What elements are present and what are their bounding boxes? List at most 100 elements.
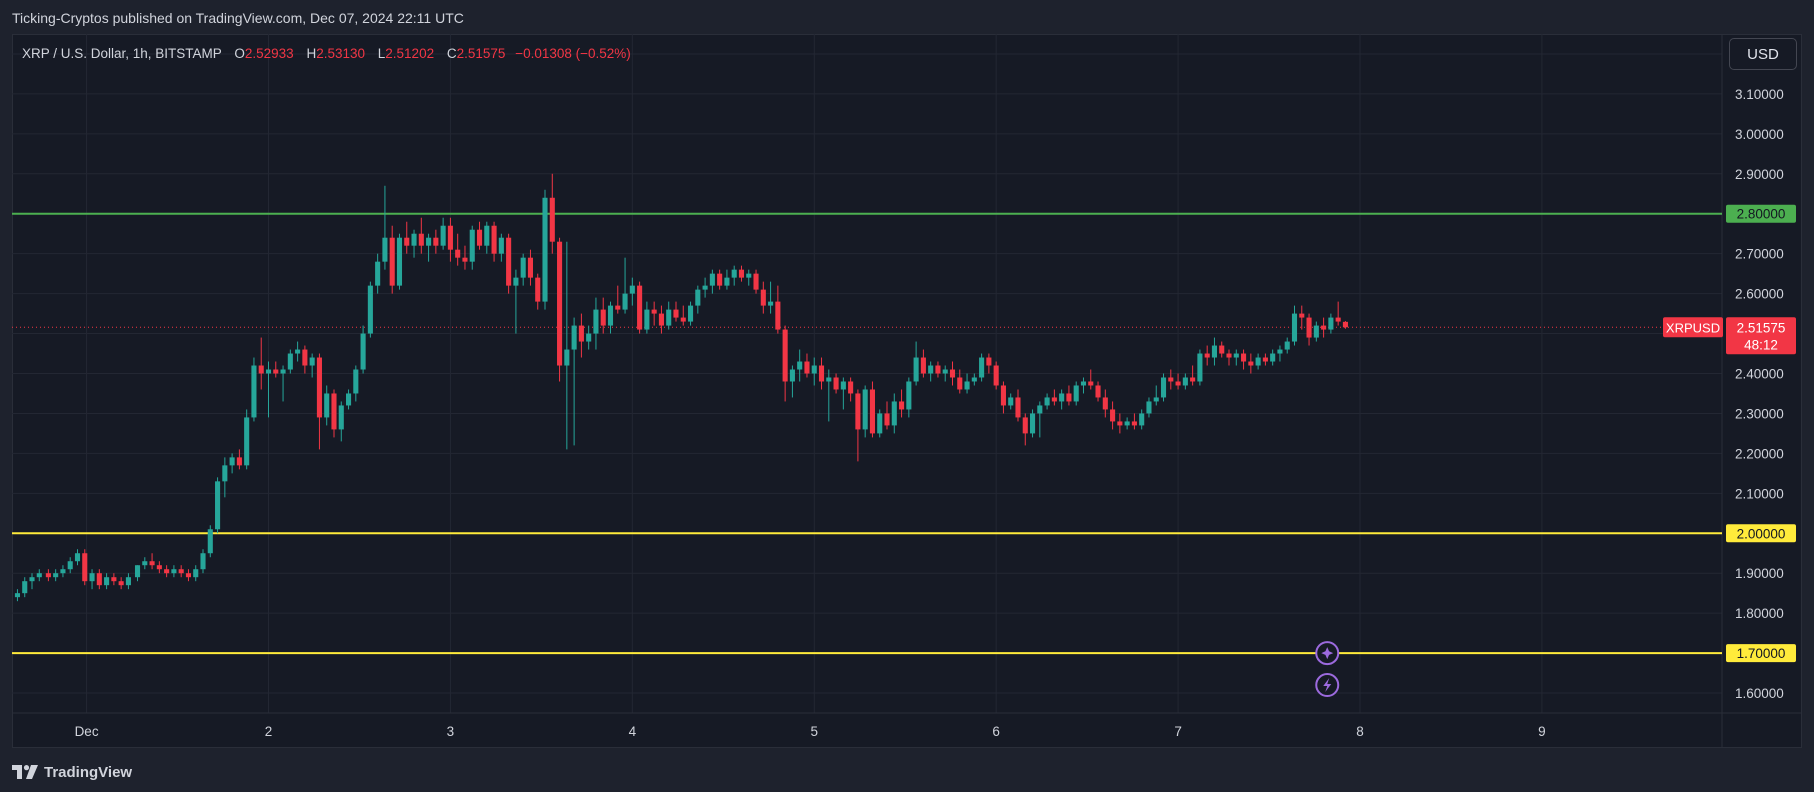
candle-body[interactable] xyxy=(134,565,141,578)
candle-body[interactable] xyxy=(520,257,526,278)
candle-body[interactable] xyxy=(67,561,73,570)
candle-body[interactable] xyxy=(207,529,213,554)
candle-body[interactable] xyxy=(673,309,679,318)
candle-body[interactable] xyxy=(615,305,621,310)
candle-body[interactable] xyxy=(142,561,148,566)
candle-body[interactable] xyxy=(913,357,919,382)
candle-body[interactable] xyxy=(251,365,257,418)
candle-body[interactable] xyxy=(964,381,970,390)
candle-body[interactable] xyxy=(680,317,686,322)
candle-body[interactable] xyxy=(789,369,795,382)
candle-body[interactable] xyxy=(111,577,117,582)
candle-body[interactable] xyxy=(89,573,95,582)
candle-body[interactable] xyxy=(484,225,490,246)
candle-body[interactable] xyxy=(60,569,66,574)
candle-body[interactable] xyxy=(1175,381,1181,386)
candle-body[interactable] xyxy=(476,229,483,246)
candle-body[interactable] xyxy=(53,573,59,578)
candle-body[interactable] xyxy=(906,381,912,410)
candle-body[interactable] xyxy=(498,237,504,254)
candle-body[interactable] xyxy=(753,273,759,290)
candle-body[interactable] xyxy=(840,381,846,390)
candle-body[interactable] xyxy=(287,353,293,370)
candle-body[interactable] xyxy=(382,237,388,262)
candle-body[interactable] xyxy=(826,377,832,382)
candle-body[interactable] xyxy=(331,393,337,430)
candle-body[interactable] xyxy=(848,381,854,394)
candle-body[interactable] xyxy=(935,365,941,374)
candle-body[interactable] xyxy=(345,393,352,406)
candle-body[interactable] xyxy=(1146,401,1152,414)
candle-body[interactable] xyxy=(884,413,890,426)
currency-button[interactable]: USD xyxy=(1729,38,1797,70)
candle-body[interactable] xyxy=(411,233,417,246)
candle-body[interactable] xyxy=(920,357,926,374)
candle-body[interactable] xyxy=(549,197,555,242)
candle-body[interactable] xyxy=(855,393,861,430)
candle-body[interactable] xyxy=(1168,377,1174,382)
candle-body[interactable] xyxy=(404,237,410,246)
candle-body[interactable] xyxy=(309,357,315,366)
candle-body[interactable] xyxy=(891,401,897,426)
candle-body[interactable] xyxy=(185,573,192,578)
candle-body[interactable] xyxy=(957,377,963,390)
candle-body[interactable] xyxy=(1226,353,1232,358)
candle-body[interactable] xyxy=(149,561,155,566)
candle-body[interactable] xyxy=(215,481,221,530)
candle-body[interactable] xyxy=(156,565,162,570)
candle-body[interactable] xyxy=(418,233,424,246)
candle-body[interactable] xyxy=(1233,353,1239,358)
candle-body[interactable] xyxy=(1088,381,1094,386)
candle-body[interactable] xyxy=(666,309,672,326)
candle-body[interactable] xyxy=(695,289,701,306)
candle-body[interactable] xyxy=(1153,397,1159,402)
candle-body[interactable] xyxy=(1117,421,1123,426)
candle-body[interactable] xyxy=(462,257,468,262)
candle-body[interactable] xyxy=(877,413,883,434)
candle-body[interactable] xyxy=(491,225,497,254)
candle-body[interactable] xyxy=(447,225,453,250)
candle-body[interactable] xyxy=(36,573,42,578)
candle-body[interactable] xyxy=(324,393,330,418)
candle-body[interactable] xyxy=(818,365,825,382)
candle-body[interactable] xyxy=(1291,313,1298,342)
candle-body[interactable] xyxy=(193,569,199,578)
candle-body[interactable] xyxy=(1211,345,1218,358)
candle-body[interactable] xyxy=(557,241,563,366)
candle-body[interactable] xyxy=(833,377,839,390)
candle-body[interactable] xyxy=(1284,341,1290,350)
candle-body[interactable] xyxy=(1335,317,1341,322)
candle-body[interactable] xyxy=(1000,385,1006,406)
candle-body[interactable] xyxy=(1241,353,1247,362)
candle-body[interactable] xyxy=(455,249,461,258)
candle-body[interactable] xyxy=(513,277,519,286)
candle-body[interactable] xyxy=(125,577,131,586)
candle-body[interactable] xyxy=(469,229,475,262)
candle-body[interactable] xyxy=(768,301,774,306)
candle-body[interactable] xyxy=(440,225,446,246)
candle-body[interactable] xyxy=(316,357,322,418)
candle-body[interactable] xyxy=(1095,385,1101,398)
candle-body[interactable] xyxy=(433,237,439,246)
candle-body[interactable] xyxy=(1313,325,1319,338)
candle-body[interactable] xyxy=(14,593,21,598)
candle-body[interactable] xyxy=(118,581,124,586)
candle-body[interactable] xyxy=(1262,357,1268,362)
candle-body[interactable] xyxy=(178,569,184,574)
candle-body[interactable] xyxy=(564,349,570,366)
candle-body[interactable] xyxy=(1022,417,1028,434)
candle-body[interactable] xyxy=(1328,317,1334,330)
candle-body[interactable] xyxy=(869,389,876,434)
candle-body[interactable] xyxy=(971,377,977,382)
candle-body[interactable] xyxy=(360,333,366,370)
candle-body[interactable] xyxy=(949,369,956,378)
candle-body[interactable] xyxy=(1066,393,1072,402)
candle-body[interactable] xyxy=(1110,409,1116,422)
candle-body[interactable] xyxy=(651,309,657,314)
candle-body[interactable] xyxy=(82,553,88,582)
candle-body[interactable] xyxy=(1102,397,1108,410)
candle-body[interactable] xyxy=(265,369,272,374)
candle-body[interactable] xyxy=(782,329,788,382)
candle-body[interactable] xyxy=(1277,349,1283,354)
candle-body[interactable] xyxy=(899,401,905,410)
